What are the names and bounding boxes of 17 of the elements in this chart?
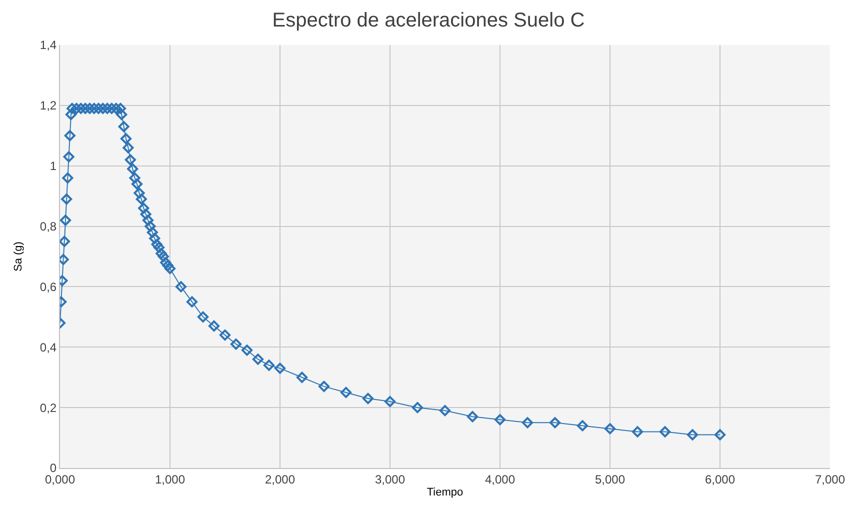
y-tick-label: 0,6	[40, 280, 57, 294]
x-tick-label: 5,000	[594, 472, 626, 486]
x-tick-label: 4,000	[484, 472, 516, 486]
x-tick-label: 3,000	[374, 472, 406, 486]
x-axis-title: Tiempo	[426, 486, 464, 499]
x-tick-label: 7,000	[814, 472, 846, 486]
y-axis-title: Sa (g)	[12, 242, 25, 272]
y-tick-label: 1	[50, 159, 57, 174]
x-tick-label: 2,000	[264, 472, 296, 486]
x-tick-label: 1,000	[154, 472, 186, 486]
x-tick-label: 6,000	[704, 472, 736, 486]
y-tick-label: 0,2	[40, 400, 57, 415]
y-tick-label: 1,4	[40, 38, 57, 52]
y-tick-label: 0,8	[40, 219, 57, 234]
y-tick-label: 0,4	[40, 340, 57, 354]
chart-title: Espectro de aceleraciones Suelo C	[272, 10, 585, 32]
y-tick-label: 1,2	[40, 98, 57, 113]
